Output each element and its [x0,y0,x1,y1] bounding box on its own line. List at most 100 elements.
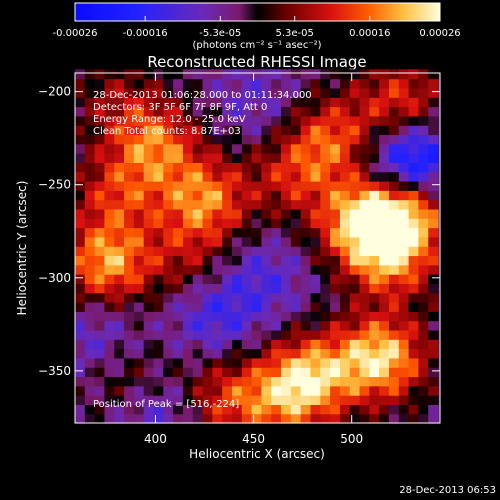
heatmap-cell [408,311,420,322]
heatmap-cell [271,339,282,350]
heatmap-cell [251,264,263,275]
heatmap-cell [339,190,351,201]
heatmap-cell [290,153,302,163]
heatmap-cell [290,199,302,210]
heatmap-cell [231,274,243,284]
heatmap-cell [418,87,429,98]
heatmap-cell [163,106,174,117]
heatmap-cell [388,87,400,98]
heatmap-cell [94,357,106,368]
heatmap-cell [182,376,194,387]
heatmap-cell [231,162,243,173]
heatmap-cell [251,134,263,145]
heatmap-cell [241,180,253,191]
heatmap-cell [114,218,125,229]
heatmap-cell [261,162,272,173]
heatmap-cell [339,125,351,136]
heatmap-cell [222,190,233,201]
y-tick-label: −350 [38,364,71,378]
heatmap-cell [192,292,204,303]
heatmap-cell [104,143,115,154]
heatmap-cell [261,87,272,98]
plot-frame [74,72,441,424]
heatmap-cell [133,376,145,387]
heatmap-cell [408,264,420,275]
heatmap-cell [143,274,155,284]
heatmap-cell [398,367,410,378]
heatmap-cell [428,208,439,219]
heatmap-cell [408,180,420,191]
heatmap-cell [320,376,331,387]
heatmap-cell [212,367,223,378]
heatmap-cell [428,106,439,117]
heatmap-cell [222,106,233,117]
heatmap-cell [408,69,420,80]
heatmap-cell [222,69,233,80]
heatmap-cell [330,199,341,210]
heatmap-cell [133,255,145,266]
heatmap-cell [398,125,410,136]
heatmap-cell [300,227,312,238]
heatmap-cell [310,78,321,89]
heatmap-cell [379,143,390,154]
heatmap-cell [114,264,125,275]
heatmap-cell [339,385,351,396]
heatmap-cell [124,97,135,108]
heatmap-cell [398,78,410,89]
heatmap-cell [163,227,174,238]
heatmap-cell [94,125,106,136]
heatmap-cell [173,125,184,136]
heatmap-cell [143,283,155,294]
heatmap-cell [104,97,115,108]
heatmap-cell [114,283,125,294]
heatmap-cell [349,69,361,80]
heatmap-cell [94,292,106,303]
heatmap-cell [251,78,263,89]
heatmap-cell [94,190,106,201]
heatmap-cell [300,311,312,322]
heatmap-cell [359,208,370,219]
heatmap-cell [320,134,331,145]
heatmap-cell [84,395,96,405]
heatmap-cell [104,311,115,322]
heatmap-cell [330,357,341,368]
heatmap-cell [222,171,233,182]
heatmap-cell [153,125,164,136]
heatmap-cell [330,208,341,219]
heatmap-cell [94,283,106,294]
heatmap-cell [104,357,115,368]
heatmap-cell [428,218,439,229]
heatmap-cell [388,162,400,173]
heatmap-cell [428,180,439,191]
heatmap-cell [192,357,204,368]
heatmap-cell [173,134,184,145]
heatmap-cell [182,357,194,368]
heatmap-cell [290,218,302,229]
heatmap-cell [388,78,400,89]
heatmap-cell [428,255,439,266]
heatmap-cell [281,69,292,80]
heatmap-cell [124,274,135,284]
heatmap-cell [202,143,213,154]
heatmap-cell [261,255,272,266]
heatmap-cell [359,125,370,136]
heatmap-cell [114,404,125,415]
heatmap-cell [75,180,86,191]
heatmap-cell [271,283,282,294]
heatmap-cell [261,125,272,136]
heatmap-cell [212,246,223,257]
heatmap-cell [428,413,439,424]
heatmap-cell [359,236,370,247]
heatmap-cell [222,395,233,405]
heatmap-cell [124,106,135,117]
heatmap-cell [231,283,243,294]
heatmap-cell [349,106,361,117]
heatmap-cell [153,180,164,191]
heatmap-cell [320,125,331,136]
heatmap-cell [182,348,194,359]
heatmap-cell [339,376,351,387]
heatmap-cell [104,301,115,312]
heatmap-cell [124,385,135,396]
heatmap-cell [369,274,380,284]
heatmap-cell [192,227,204,238]
